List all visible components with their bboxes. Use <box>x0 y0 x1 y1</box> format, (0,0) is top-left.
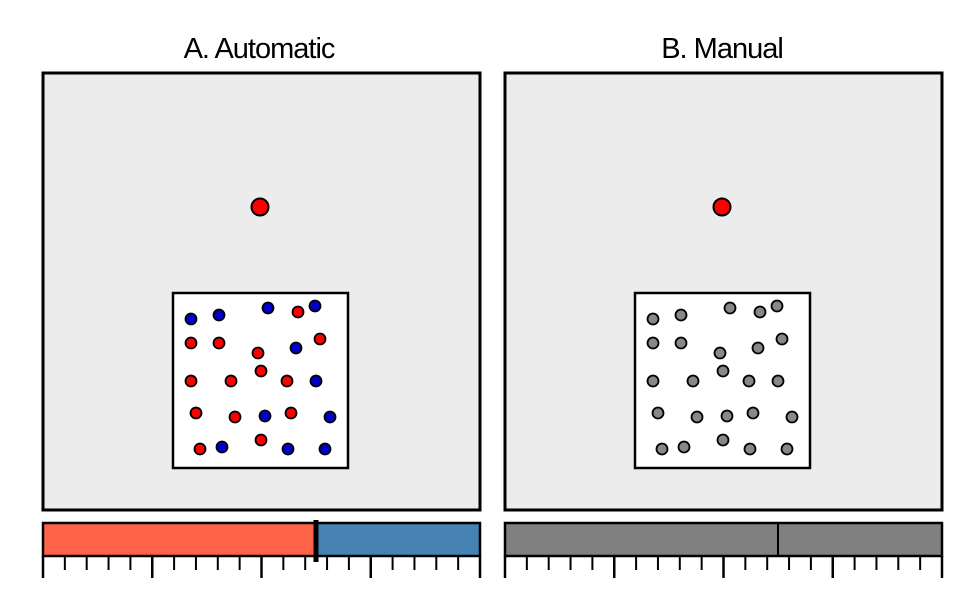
dot-gray <box>677 440 691 454</box>
dot-gray <box>723 301 737 315</box>
fixation-point <box>250 197 270 217</box>
dot-gray <box>751 341 765 355</box>
dot-gray <box>713 346 727 360</box>
dot-gray <box>686 374 700 388</box>
dot-gray <box>655 442 669 456</box>
dot-gray <box>771 374 785 388</box>
dot-red <box>228 410 242 424</box>
panel-title: A. Automatic <box>184 33 335 65</box>
response-bar-left-segment <box>43 523 316 556</box>
dot-red <box>313 332 327 346</box>
dot-gray <box>785 410 799 424</box>
dot-red <box>284 406 298 420</box>
dot-gray <box>770 299 784 313</box>
dot-red <box>224 374 238 388</box>
dot-gray <box>651 406 665 420</box>
dot-gray <box>775 332 789 346</box>
scale-ticks <box>503 556 944 578</box>
dot-red <box>251 346 265 360</box>
dot-blue <box>184 312 198 326</box>
dot-blue <box>323 410 337 424</box>
dot-blue <box>215 440 229 454</box>
dot-blue <box>212 308 226 322</box>
dot-red <box>254 433 268 447</box>
dot-gray <box>716 364 730 378</box>
dot-blue <box>281 442 295 456</box>
dot-gray <box>720 409 734 423</box>
dot-gray <box>646 336 660 350</box>
dot-gray <box>674 308 688 322</box>
response-bar-right-segment <box>778 523 942 556</box>
fixation-point <box>712 197 732 217</box>
dot-gray <box>753 305 767 319</box>
panel-title: B. Manual <box>661 33 783 65</box>
dot-gray <box>746 406 760 420</box>
dot-red <box>254 364 268 378</box>
response-bar-right-segment <box>316 523 480 556</box>
response-bar-left-segment <box>505 523 778 556</box>
dot-blue <box>258 409 272 423</box>
dot-red <box>184 336 198 350</box>
dot-gray <box>716 433 730 447</box>
dot-gray <box>743 442 757 456</box>
dot-red <box>193 442 207 456</box>
dot-red <box>184 374 198 388</box>
dot-blue <box>318 442 332 456</box>
dot-gray <box>646 374 660 388</box>
dot-red <box>212 336 226 350</box>
scale-ticks <box>41 556 482 578</box>
dot-field <box>184 299 337 456</box>
dot-red <box>189 406 203 420</box>
dot-gray <box>780 442 794 456</box>
dot-blue <box>289 341 303 355</box>
dot-blue <box>261 301 275 315</box>
dot-blue <box>308 299 322 313</box>
dot-gray <box>690 410 704 424</box>
dot-blue <box>309 374 323 388</box>
dot-gray <box>742 374 756 388</box>
response-bar <box>41 520 482 562</box>
dot-field <box>646 299 799 456</box>
response-bar <box>503 521 944 558</box>
panel-manual: B. Manual <box>503 33 944 578</box>
panel-automatic: A. Automatic <box>41 33 482 578</box>
dot-red <box>291 305 305 319</box>
dot-red <box>280 374 294 388</box>
dot-gray <box>646 312 660 326</box>
dot-gray <box>674 336 688 350</box>
